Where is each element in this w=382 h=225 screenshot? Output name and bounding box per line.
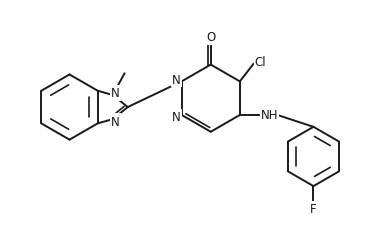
- Text: N: N: [111, 115, 120, 128]
- Text: O: O: [206, 31, 215, 44]
- Text: Cl: Cl: [255, 56, 266, 69]
- Text: O: O: [206, 31, 215, 44]
- Text: N: N: [172, 111, 181, 124]
- Text: N: N: [172, 111, 181, 124]
- Text: N: N: [111, 115, 120, 128]
- Text: NH: NH: [261, 109, 278, 122]
- Text: Cl: Cl: [255, 56, 266, 69]
- Text: N: N: [111, 87, 120, 100]
- Text: N: N: [172, 74, 181, 87]
- Text: N: N: [111, 87, 120, 100]
- Text: N: N: [172, 74, 181, 87]
- Text: F: F: [310, 202, 317, 215]
- Text: F: F: [310, 202, 317, 215]
- Text: NH: NH: [261, 109, 278, 122]
